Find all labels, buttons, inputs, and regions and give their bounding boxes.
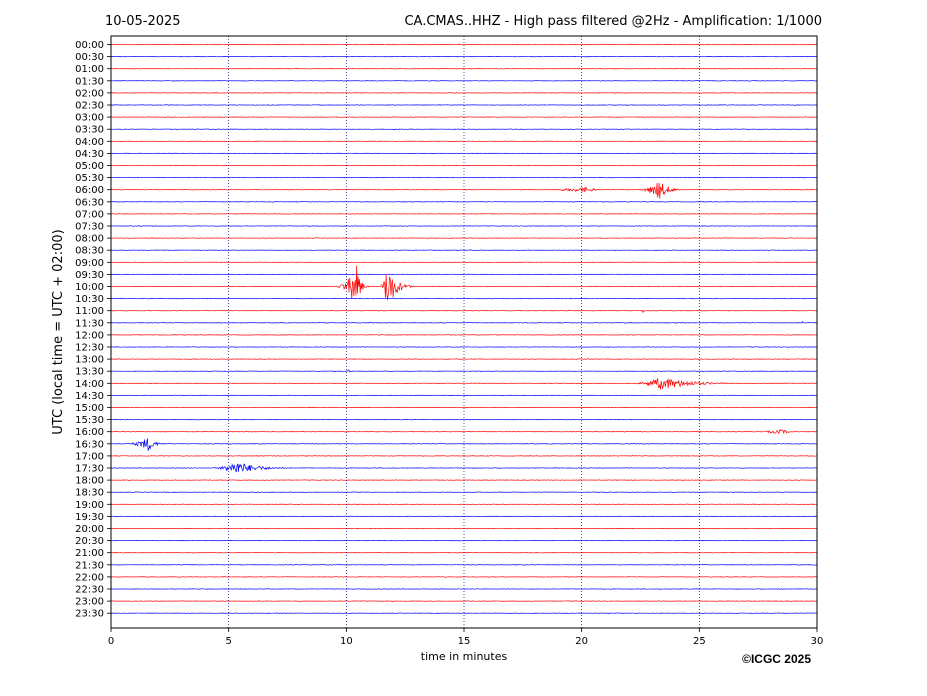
x-tick-label: 5 bbox=[225, 636, 231, 647]
trace-row-1200 bbox=[110, 334, 817, 336]
y-tick-label: 14:00 bbox=[75, 379, 104, 390]
y-tick-label: 18:00 bbox=[75, 476, 104, 487]
y-tick-label: 21:30 bbox=[75, 560, 104, 571]
y-tick-label: 14:30 bbox=[75, 391, 104, 402]
y-tick-label: 12:30 bbox=[75, 343, 104, 354]
y-tick-label: 05:30 bbox=[75, 173, 104, 184]
trace-row-1130 bbox=[110, 320, 817, 324]
trace-row-1630 bbox=[110, 438, 817, 451]
y-tick-label: 17:00 bbox=[75, 451, 104, 462]
y-tick-label: 15:00 bbox=[75, 403, 104, 414]
x-tick-label: 10 bbox=[340, 636, 353, 647]
trace-row-0730 bbox=[110, 225, 817, 227]
y-tick-label: 23:00 bbox=[75, 597, 104, 608]
trace-row-1330 bbox=[110, 369, 817, 373]
trace-row-0830 bbox=[110, 249, 817, 251]
y-tick-label: 08:00 bbox=[75, 234, 104, 245]
trace-row-1030 bbox=[110, 297, 817, 300]
trace-row-1230 bbox=[110, 346, 817, 348]
y-tick-label: 16:30 bbox=[75, 439, 104, 450]
y-tick-label: 13:30 bbox=[75, 367, 104, 378]
trace-row-0000 bbox=[110, 43, 817, 46]
y-tick-label: 09:30 bbox=[75, 270, 104, 281]
y-tick-label: 04:30 bbox=[75, 149, 104, 160]
x-tick-label: 25 bbox=[693, 636, 706, 647]
plot-frame bbox=[110, 35, 818, 629]
y-tick-label: 11:00 bbox=[75, 306, 104, 317]
y-tick-label: 07:30 bbox=[75, 222, 104, 233]
trace-row-1530 bbox=[110, 418, 817, 421]
y-tick-label: 16:00 bbox=[75, 427, 104, 438]
y-tick-label: 20:00 bbox=[75, 524, 104, 535]
y-tick-label: 21:00 bbox=[75, 548, 104, 559]
copyright-credit: ©ICGC 2025 bbox=[742, 652, 811, 666]
trace-row-0900 bbox=[110, 261, 817, 263]
y-tick-label: 01:00 bbox=[75, 64, 104, 75]
y-axis-label: UTC (local time = UTC + 02:00) bbox=[51, 229, 66, 434]
y-tick-label: 01:30 bbox=[75, 76, 104, 87]
y-tick-label: 17:30 bbox=[75, 464, 104, 475]
trace-row-0130 bbox=[110, 80, 817, 82]
trace-row-1300 bbox=[110, 358, 817, 360]
chart-date-title: 10-05-2025 bbox=[105, 14, 181, 29]
y-tick-label: 00:00 bbox=[75, 40, 104, 51]
trace-row-1000 bbox=[110, 265, 817, 300]
x-axis-ticks: 0 5 10 15 20 25 30 bbox=[108, 628, 824, 647]
trace-row-0600 bbox=[110, 182, 817, 199]
x-tick-label: 15 bbox=[458, 636, 471, 647]
y-tick-label: 04:00 bbox=[75, 137, 104, 148]
y-tick-label: 10:00 bbox=[75, 282, 104, 293]
y-tick-label: 05:00 bbox=[75, 161, 104, 172]
y-tick-label: 02:30 bbox=[75, 101, 104, 112]
y-tick-label: 00:30 bbox=[75, 52, 104, 63]
y-tick-label: 03:00 bbox=[75, 113, 104, 124]
trace-row-1600 bbox=[110, 428, 817, 435]
trace-row-0800 bbox=[110, 237, 817, 239]
y-tick-label: 11:30 bbox=[75, 318, 104, 329]
y-tick-label: 19:30 bbox=[75, 512, 104, 523]
trace-row-2330 bbox=[110, 612, 817, 614]
x-tick-label: 30 bbox=[811, 636, 824, 647]
trace-row-1500 bbox=[110, 406, 817, 409]
y-tick-label: 22:00 bbox=[75, 572, 104, 583]
y-tick-label: 19:00 bbox=[75, 500, 104, 511]
chart-station-title: CA.CMAS..HHZ - High pass filtered @2Hz -… bbox=[404, 14, 822, 29]
trace-row-1430 bbox=[110, 394, 817, 397]
y-tick-label: 06:00 bbox=[75, 185, 104, 196]
y-tick-label: 08:30 bbox=[75, 246, 104, 257]
y-tick-label: 20:30 bbox=[75, 536, 104, 547]
x-axis-label: time in minutes bbox=[421, 650, 508, 663]
trace-row-0230 bbox=[110, 104, 817, 106]
vertical-gridlines bbox=[228, 36, 700, 628]
y-tick-label: 12:00 bbox=[75, 330, 104, 341]
y-tick-label: 03:30 bbox=[75, 125, 104, 136]
trace-row-2300 bbox=[110, 600, 817, 602]
trace-row-0100 bbox=[110, 68, 817, 70]
y-tick-label: 15:30 bbox=[75, 415, 104, 426]
y-tick-label: 02:00 bbox=[75, 88, 104, 99]
y-tick-label: 07:00 bbox=[75, 209, 104, 220]
y-tick-label: 22:30 bbox=[75, 585, 104, 596]
x-tick-label: 20 bbox=[575, 636, 588, 647]
y-tick-label: 18:30 bbox=[75, 488, 104, 499]
y-tick-label: 23:30 bbox=[75, 609, 104, 620]
y-tick-label: 09:00 bbox=[75, 258, 104, 269]
trace-row-0030 bbox=[110, 55, 817, 58]
trace-row-1100 bbox=[110, 309, 817, 314]
y-tick-label: 06:30 bbox=[75, 197, 104, 208]
trace-row-0930 bbox=[110, 273, 817, 276]
y-tick-label: 10:30 bbox=[75, 294, 104, 305]
x-tick-label: 0 bbox=[108, 636, 114, 647]
y-tick-label: 13:00 bbox=[75, 355, 104, 366]
